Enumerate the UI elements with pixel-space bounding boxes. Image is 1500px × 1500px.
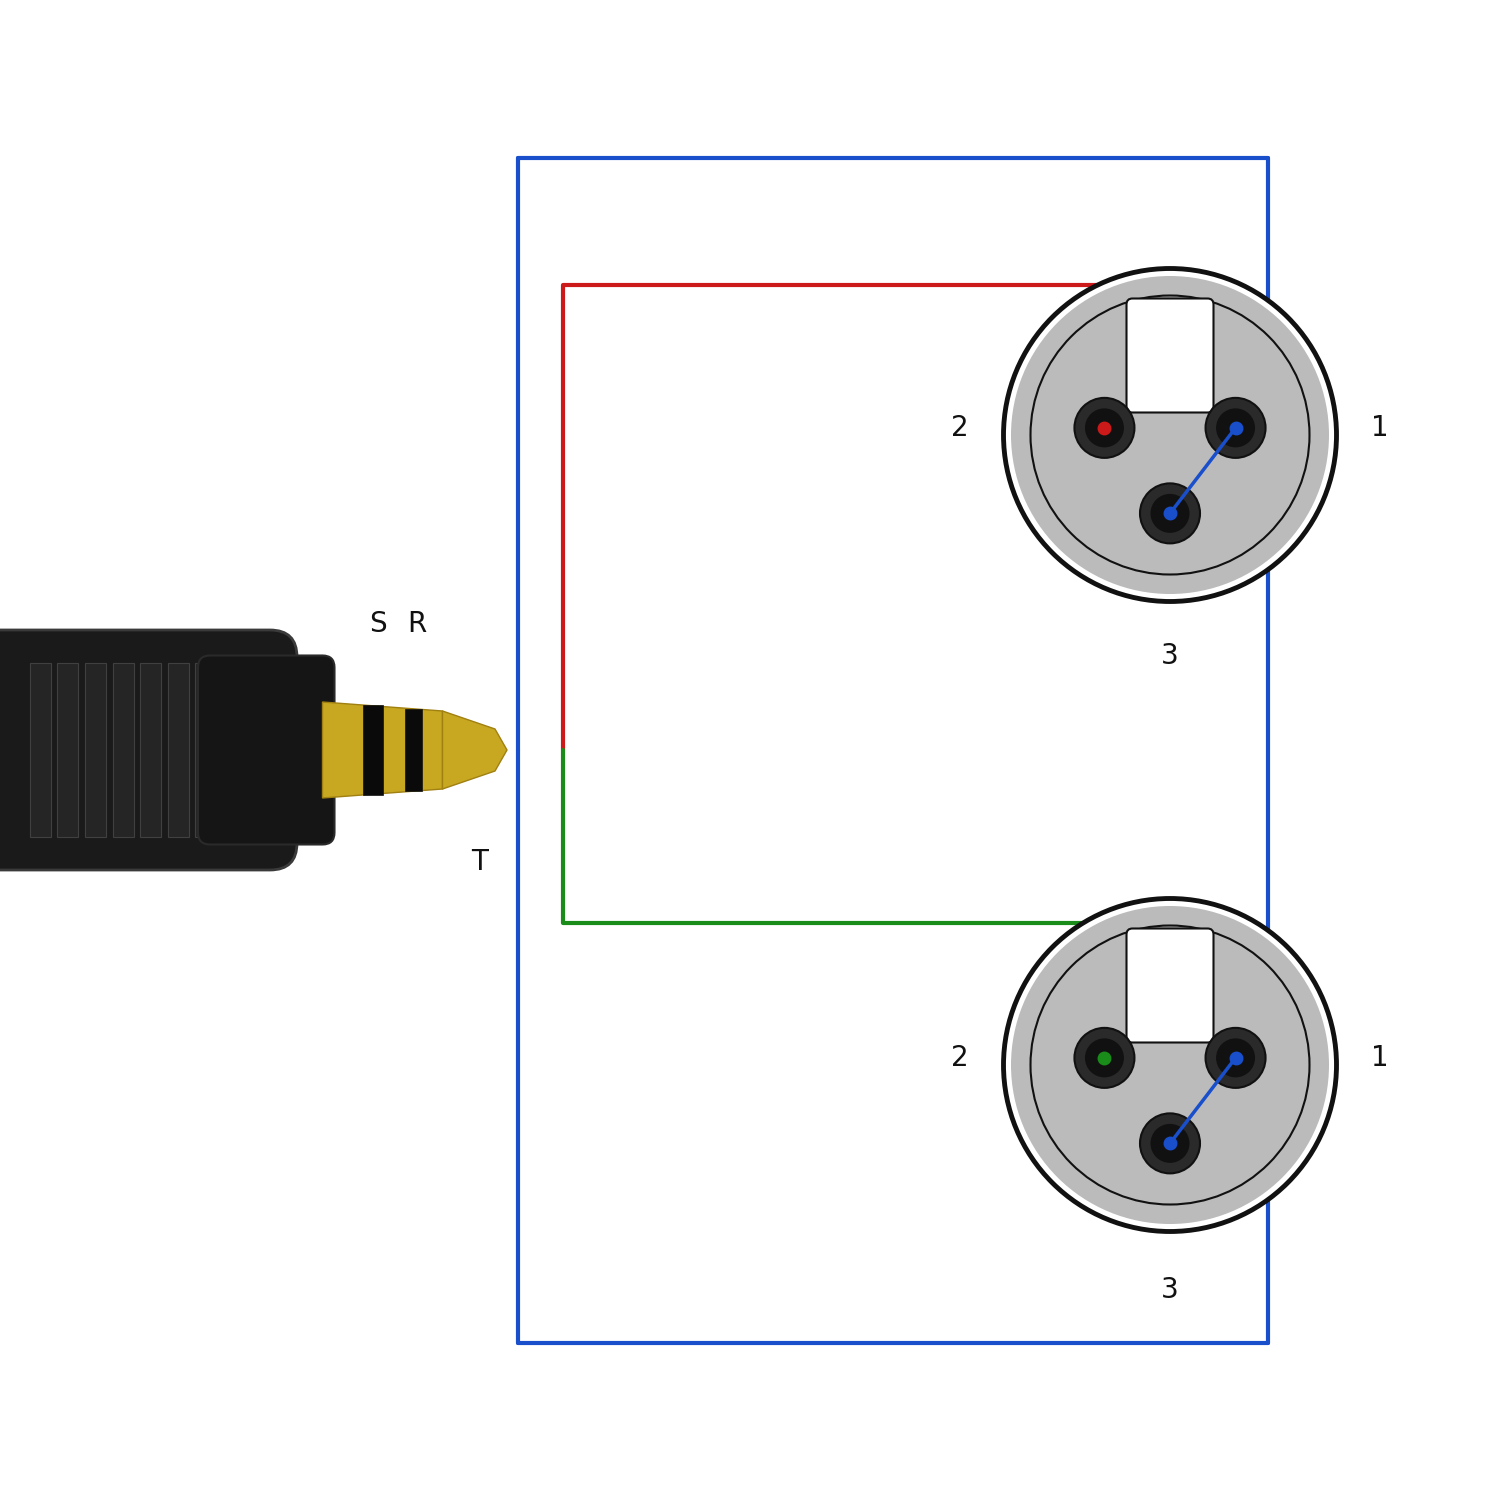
Circle shape xyxy=(1084,408,1124,447)
Bar xyxy=(86,663,106,837)
Circle shape xyxy=(1206,1028,1266,1088)
Circle shape xyxy=(1074,398,1134,458)
Bar xyxy=(195,663,216,837)
Circle shape xyxy=(1140,1113,1200,1173)
Bar xyxy=(112,663,134,837)
Text: T: T xyxy=(471,847,489,876)
Bar xyxy=(363,705,382,795)
Bar xyxy=(405,710,422,791)
Circle shape xyxy=(1150,1124,1190,1162)
Circle shape xyxy=(1011,906,1329,1224)
Text: R: R xyxy=(408,609,426,638)
Bar xyxy=(30,663,51,837)
FancyBboxPatch shape xyxy=(198,656,334,844)
Circle shape xyxy=(1216,1038,1255,1077)
Circle shape xyxy=(1084,1038,1124,1077)
Circle shape xyxy=(1140,483,1200,543)
Text: 2: 2 xyxy=(951,1044,969,1072)
Circle shape xyxy=(1074,1028,1134,1088)
Polygon shape xyxy=(442,711,507,789)
Circle shape xyxy=(1011,276,1329,594)
Circle shape xyxy=(1004,268,1336,602)
Text: 3: 3 xyxy=(1161,1276,1179,1304)
Bar xyxy=(57,663,78,837)
Text: 1: 1 xyxy=(1371,1044,1389,1072)
Text: S: S xyxy=(369,609,387,638)
Text: 3: 3 xyxy=(1161,642,1179,669)
Circle shape xyxy=(1004,898,1336,1232)
FancyBboxPatch shape xyxy=(1126,928,1214,1042)
Text: 2: 2 xyxy=(951,414,969,442)
Text: 1: 1 xyxy=(1371,414,1389,442)
FancyBboxPatch shape xyxy=(0,630,297,870)
Bar xyxy=(168,663,189,837)
Circle shape xyxy=(1206,398,1266,458)
FancyBboxPatch shape xyxy=(1126,298,1214,412)
Circle shape xyxy=(1150,494,1190,532)
Polygon shape xyxy=(322,702,442,798)
Circle shape xyxy=(1216,408,1255,447)
Bar xyxy=(140,663,160,837)
